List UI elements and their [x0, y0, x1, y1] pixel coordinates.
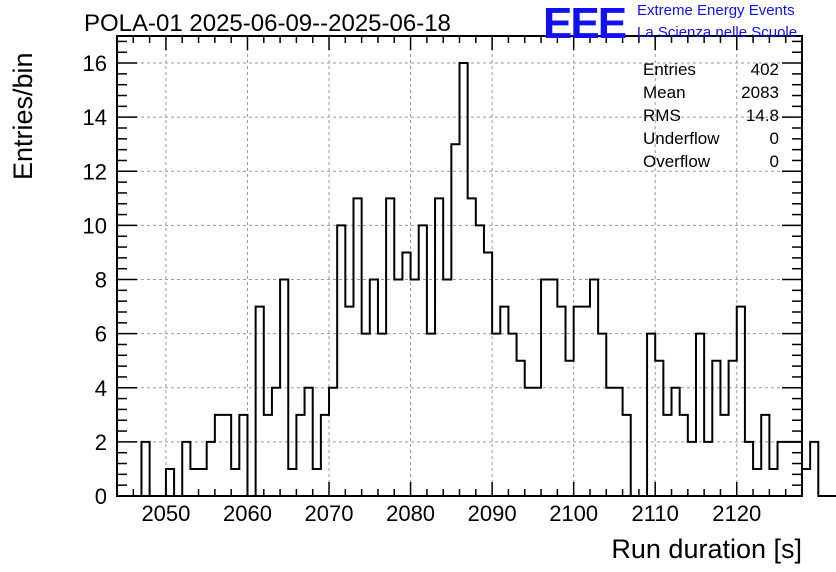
y-tick-label: 14	[83, 105, 107, 130]
y-tick-label: 10	[83, 213, 107, 238]
y-tick-label: 12	[83, 159, 107, 184]
y-tick-label: 0	[95, 484, 107, 509]
stat-underflow-label: Underflow	[643, 129, 720, 148]
stat-overflow-label: Overflow	[643, 152, 711, 171]
chart-title: POLA-01 2025-06-09--2025-06-18	[84, 10, 451, 37]
y-tick-label: 16	[83, 51, 107, 76]
logo-line-2: La Scienza nelle Scuole	[637, 24, 798, 41]
y-tick-label: 4	[95, 376, 107, 401]
plot-frame	[116, 35, 803, 497]
logo-line-1: Extreme Energy Events	[637, 2, 795, 19]
stat-entries-value: 402	[750, 60, 779, 79]
histogram-step-line	[140, 62, 836, 497]
stat-mean-value: 2083	[741, 83, 779, 102]
tick-labels: 2050 2060 2070 2080 2090 2100 2110 2120 0 2 4 6 8 10 1…	[83, 51, 762, 526]
x-tick-label: 2070	[305, 501, 354, 526]
y-tick-label: 8	[95, 268, 107, 293]
stat-entries-label: Entries	[643, 60, 696, 79]
x-tick-label: 2050	[141, 501, 190, 526]
eee-logo: EEE	[543, 0, 627, 48]
stat-overflow-value: 0	[769, 152, 779, 171]
stat-rms-value: 14.8	[745, 106, 779, 125]
x-tick-label: 2060	[223, 501, 272, 526]
x-axis-label: Run duration [s]	[611, 534, 802, 564]
stat-underflow-value: 0	[769, 129, 779, 148]
y-tick-label: 2	[95, 430, 107, 455]
y-tick-label: 6	[95, 322, 107, 347]
x-tick-label: 2120	[712, 501, 761, 526]
stat-mean-label: Mean	[643, 83, 686, 102]
y-axis-label: Entries/bin	[8, 52, 38, 180]
stat-rms-label: RMS	[643, 106, 681, 125]
x-tick-label: 2090	[468, 501, 517, 526]
x-tick-label: 2110	[632, 501, 679, 526]
x-tick-label: 2100	[549, 501, 598, 526]
x-tick-label: 2080	[386, 501, 435, 526]
